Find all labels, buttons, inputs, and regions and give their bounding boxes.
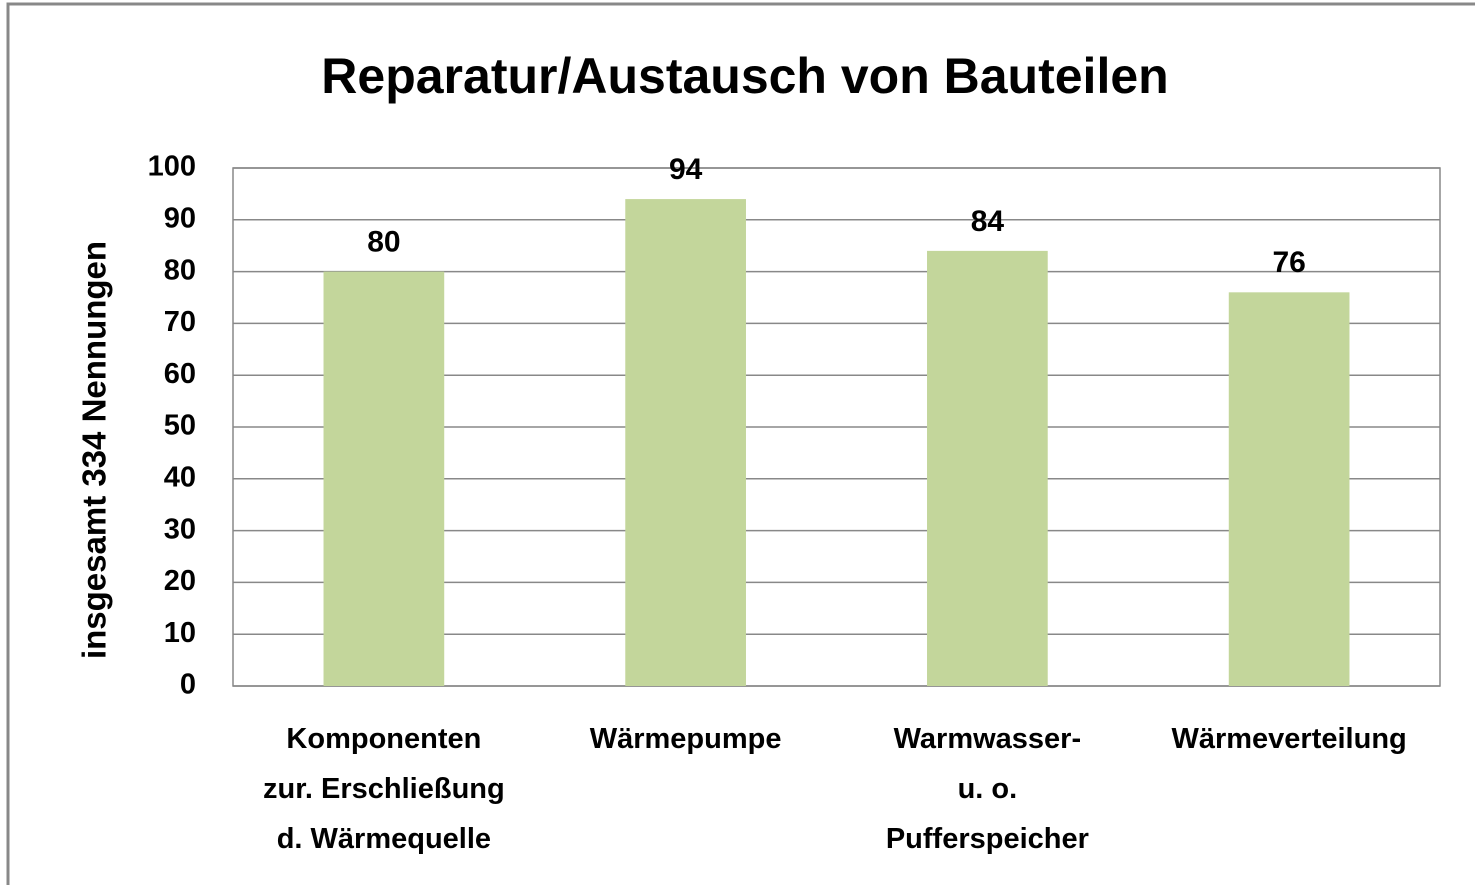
y-tick-label: 10 [164, 617, 196, 649]
value-label: 76 [1272, 246, 1305, 279]
y-tick-label: 90 [164, 202, 196, 234]
x-tick-label: Warmwasser-u. o. Pufferspeicher [886, 723, 1089, 855]
y-axis-label: insgesamt 334 Nennungen [76, 241, 113, 659]
value-label: 80 [367, 226, 400, 259]
x-tick-label: Wärmeverteilung [1171, 723, 1406, 755]
value-label: 84 [971, 205, 1005, 238]
y-tick-label: 80 [164, 254, 196, 286]
y-tick-label: 40 [164, 461, 196, 493]
y-tick-label: 70 [164, 306, 196, 338]
x-tick-label: Wärmepumpe [590, 723, 782, 755]
bar [625, 199, 746, 686]
y-tick-label: 20 [164, 565, 196, 597]
value-label: 94 [669, 153, 703, 186]
y-tick-label: 30 [164, 513, 196, 545]
y-tick-label: 60 [164, 358, 196, 390]
bar [1228, 292, 1350, 686]
x-tick-label: Komponenten zur. Erschließung d. Wärmequel… [263, 723, 505, 855]
bar [927, 250, 1048, 686]
bar [323, 271, 445, 686]
y-tick-label: 100 [148, 151, 196, 183]
y-tick-label: 0 [180, 669, 196, 701]
chart-title: Reparatur/Austausch von Bauteilen [321, 48, 1168, 104]
y-tick-label: 50 [164, 410, 196, 442]
